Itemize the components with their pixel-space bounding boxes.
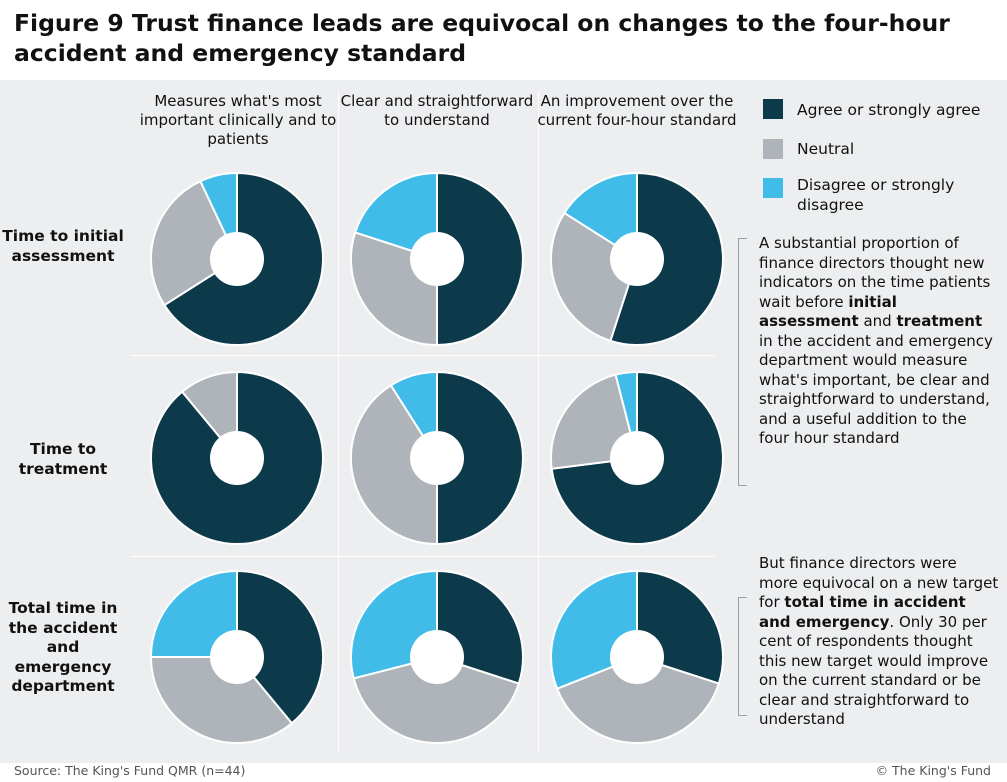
column-header-improvement: An improvement over the current four-hou… (537, 92, 737, 129)
donut-chart (550, 171, 724, 346)
column-separator (338, 92, 339, 752)
donut-hole (610, 232, 664, 286)
note2-text: But finance directors were more equivoca… (759, 554, 999, 611)
legend-label-neutral: Neutral (797, 140, 855, 158)
donut-slice-neutral (149, 656, 294, 744)
donut-chart (150, 171, 324, 346)
annotation-initial-treatment: A substantial proportion of finance dire… (759, 234, 999, 449)
donut-slice-neutral (555, 655, 721, 744)
note1-text: A substantial proportion of finance dire… (759, 234, 991, 311)
note-bracket (738, 238, 747, 486)
legend-swatch-neutral (763, 139, 783, 159)
donut-hole (410, 630, 464, 684)
row-header-treatment: Time to treatment (18, 440, 108, 478)
note1-highlight-treatment: treatment (896, 312, 983, 330)
donut-hole (210, 431, 264, 485)
legend-swatch-disagree (763, 178, 783, 198)
donut-slice-neutral (352, 655, 521, 744)
donut-slice-disagree-or-strongly-disagree (563, 171, 638, 261)
row-header-total-time: Total time in the accident and emergency… (8, 599, 118, 695)
donut-slice-agree-or-strongly-agree (236, 569, 324, 725)
donut-hole (410, 232, 464, 286)
donut-chart (150, 370, 324, 545)
note1-text: in the accident and emergency department… (759, 331, 993, 448)
donut-slice-neutral (150, 179, 239, 307)
row-separator (130, 355, 715, 356)
column-header-importance: Measures what's most important clinicall… (139, 92, 337, 148)
donut-hole (610, 431, 664, 485)
donut-chart (350, 569, 524, 744)
donut-hole (210, 232, 264, 286)
legend-label-disagree: Disagree or strongly disagree (797, 176, 955, 214)
column-header-clarity: Clear and straightforward to understand (340, 92, 534, 129)
donut-slice-neutral (550, 211, 639, 343)
donut-chart (550, 370, 724, 545)
chart-title: Figure 9 Trust finance leads are equivoc… (14, 9, 950, 67)
legend-swatch-agree (763, 99, 783, 119)
annotation-total-time: But finance directors were more equivoca… (759, 554, 999, 730)
donut-slice-agree-or-strongly-agree (436, 171, 524, 347)
note1-highlight-initial-assessment: initial assessment (759, 292, 897, 331)
donut-chart (350, 171, 524, 347)
donut-hole (210, 630, 264, 684)
donut-slice-agree-or-strongly-agree (150, 370, 324, 545)
donut-slice-disagree-or-strongly-disagree (353, 171, 438, 261)
donut-hole (410, 431, 464, 485)
note2-highlight-total-time: total time in accident and emergency (759, 593, 966, 631)
column-separator (538, 92, 539, 752)
legend-label-agree: Agree or strongly agree (797, 101, 981, 119)
donut-slice-disagree-or-strongly-disagree (149, 569, 238, 658)
donut-chart (350, 370, 524, 546)
note2-text: . Only 30 per cent of respondents though… (759, 612, 989, 729)
donut-slice-agree-or-strongly-agree (609, 171, 724, 346)
donut-hole (610, 630, 664, 684)
donut-slice-agree-or-strongly-agree (436, 370, 524, 546)
note-bracket (738, 597, 747, 716)
copyright-note: © The King's Fund (875, 763, 991, 778)
row-separator (130, 556, 715, 557)
donut-chart (550, 569, 724, 744)
donut-chart (149, 569, 324, 744)
source-note: Source: The King's Fund QMR (n=44) (14, 763, 246, 778)
row-header-initial-assessment: Time to initial assessment (2, 227, 124, 265)
note1-text: and (863, 312, 892, 330)
